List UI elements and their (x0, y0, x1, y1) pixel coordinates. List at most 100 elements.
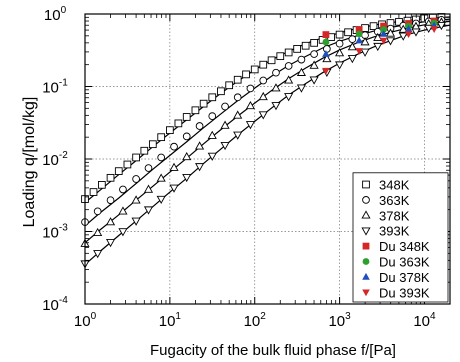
x-tick-labels: 100 101 102 103 104 (74, 311, 436, 330)
point-393k (436, 21, 446, 31)
point-393k (233, 131, 243, 140)
point-363k (157, 153, 166, 162)
point-363k (259, 76, 268, 85)
point-363k (348, 35, 357, 43)
point-363k (195, 122, 204, 130)
y-tick-label: 10-3 (42, 223, 68, 242)
point-348k (191, 106, 200, 115)
point-du-348k (355, 26, 363, 33)
point-348k (166, 126, 174, 134)
point-363k (182, 132, 191, 141)
point-378k (93, 227, 103, 237)
point-348k (250, 65, 259, 74)
legend-marker-348k (362, 180, 370, 189)
point-378k (258, 91, 268, 101)
point-393k (182, 174, 192, 183)
point-393k (207, 152, 217, 161)
legend-label-378k: 378K (379, 208, 410, 223)
point-393k (373, 42, 383, 52)
point-378k (156, 173, 166, 182)
point-378k (385, 28, 396, 37)
point-du-348k (322, 31, 330, 38)
point-348k (98, 180, 106, 189)
point-393k (156, 195, 166, 205)
point-du-393k (430, 26, 438, 34)
point-348k (89, 188, 98, 196)
point-348k (361, 24, 369, 32)
point-378k (271, 83, 281, 92)
point-348k (310, 39, 318, 47)
legend-box (352, 172, 449, 303)
point-du-378k (379, 29, 388, 37)
fit-curve-1 (84, 18, 451, 227)
point-363k (297, 55, 306, 64)
point-378k (195, 141, 205, 150)
point-378k (322, 54, 332, 63)
point-378k (360, 37, 370, 46)
point-363k (119, 185, 127, 194)
legend-marker-du-378k (362, 272, 370, 280)
point-393k (309, 76, 319, 85)
point-378k (105, 217, 116, 226)
point-393k (296, 84, 306, 93)
point-363k (106, 196, 115, 205)
legend-label-348k: 348K (379, 178, 410, 193)
y-tick-label: 10-2 (42, 150, 68, 169)
point-393k (118, 228, 128, 237)
point-348k (106, 173, 115, 182)
point-du-393k (379, 37, 388, 45)
point-393k (258, 111, 268, 120)
point-du-393k (404, 31, 413, 38)
point-363k (144, 164, 153, 172)
point-348k (225, 81, 234, 90)
point-393k (143, 206, 154, 215)
point-348k (284, 48, 293, 57)
point-348k (182, 113, 191, 121)
point-393k (347, 55, 357, 64)
legend-label-du-378k: Du 378K (379, 270, 430, 285)
point-du-393k (355, 48, 363, 55)
point-378k (373, 32, 383, 42)
point-348k (114, 167, 123, 175)
point-348k (148, 140, 157, 149)
legend-marker-363k (362, 196, 370, 204)
point-du-348k (380, 22, 387, 30)
x-tick-label: 100 (74, 311, 97, 330)
point-378k (245, 100, 255, 110)
point-363k (272, 68, 280, 77)
legend-marker-393k (361, 227, 371, 236)
point-du-378k (404, 25, 413, 32)
point-348k (335, 30, 344, 39)
y-tick-label: 10-1 (42, 78, 68, 97)
point-348k (199, 99, 208, 108)
point-378k (309, 60, 319, 69)
point-348k (276, 52, 285, 61)
point-378k (220, 120, 230, 129)
point-348k (174, 119, 183, 128)
point-363k (310, 50, 318, 58)
legend-marker-du-348k (362, 242, 370, 250)
point-393k (398, 32, 408, 41)
point-348k (132, 153, 140, 162)
point-378k (335, 48, 345, 57)
point-du-378k (355, 36, 363, 44)
point-378k (233, 110, 243, 119)
legend-marker-du-363k (362, 258, 370, 265)
point-378k (296, 67, 306, 76)
point-393k (169, 184, 179, 193)
axis-ticks (84, 13, 451, 305)
point-363k (233, 93, 242, 102)
legend-label-du-393k: Du 393K (379, 285, 430, 300)
point-393k (360, 48, 370, 57)
x-tick-label: 103 (328, 311, 351, 330)
y-axis-label: Loading q/[mol/kg] (21, 97, 38, 228)
point-393k (335, 61, 345, 70)
x-axis-label: Fugacity of the bulk fluid phase f/[Pa] (150, 342, 396, 359)
point-348k (157, 133, 166, 142)
legend-marker-378k (361, 210, 371, 219)
point-393k (271, 102, 281, 111)
legend-label-du-348k: Du 348K (379, 239, 430, 254)
point-378k (143, 184, 154, 193)
point-378k (182, 151, 192, 161)
point-348k (369, 22, 378, 30)
